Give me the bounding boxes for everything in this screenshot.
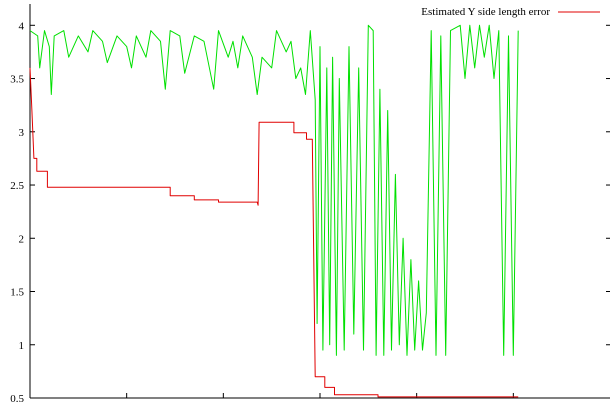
chart-series-layer	[29, 24, 519, 398]
y-tick-label: 3.5	[10, 74, 24, 86]
y-tick-label: 0.5	[10, 393, 24, 405]
y-tick-label: 3	[19, 127, 25, 139]
y-tick-label: 1	[19, 340, 25, 352]
series-line-1	[29, 24, 519, 356]
chart-legend: Estimated Y side length error	[421, 6, 600, 18]
chart-ticks: 0.5 1 1.5 2 2.5 3 3.5 4	[10, 20, 610, 405]
y-tick-label: 1.5	[10, 287, 24, 299]
y-tick-label: 4	[19, 20, 25, 32]
legend-label: Estimated Y side length error	[421, 6, 550, 18]
y-tick-label: 2.5	[10, 180, 24, 192]
y-tick-label: 2	[19, 233, 25, 245]
series-line-0	[29, 67, 519, 398]
